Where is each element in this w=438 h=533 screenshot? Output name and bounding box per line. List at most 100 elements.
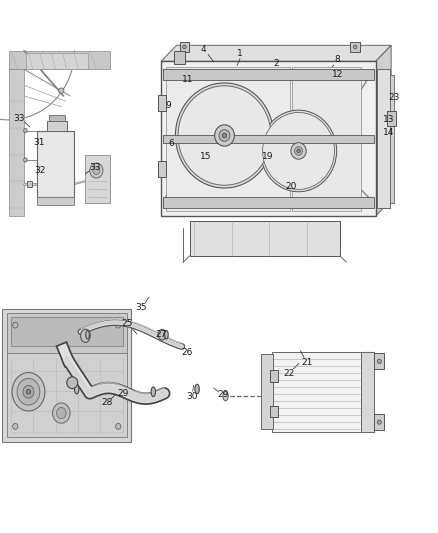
Bar [166,67,290,211]
Bar [180,42,189,52]
Bar [7,313,127,356]
Text: 29: 29 [117,389,129,398]
Bar [37,131,74,197]
Ellipse shape [13,322,18,328]
Ellipse shape [24,128,27,133]
Text: 29: 29 [218,390,229,399]
Ellipse shape [178,86,271,185]
Text: 35: 35 [136,303,147,312]
Text: 33: 33 [90,163,101,172]
Ellipse shape [291,143,306,159]
Bar [158,95,166,111]
Bar [26,53,88,69]
Text: 23: 23 [389,93,400,101]
Text: 19: 19 [262,152,274,161]
Bar [270,406,278,417]
Text: 26: 26 [182,349,193,357]
Text: 14: 14 [383,128,395,136]
Bar [361,352,374,432]
Ellipse shape [353,45,357,49]
Ellipse shape [93,166,100,175]
Bar [9,69,24,216]
Bar [163,197,374,208]
Bar [190,221,340,256]
Bar [261,354,273,429]
Bar [374,353,384,369]
Bar [47,121,67,131]
Ellipse shape [17,378,40,405]
Bar [11,317,123,346]
Text: 13: 13 [383,116,395,124]
Ellipse shape [116,423,121,430]
Bar [163,69,374,80]
Ellipse shape [74,384,79,394]
Ellipse shape [215,125,234,146]
Ellipse shape [377,359,381,364]
Ellipse shape [116,322,121,328]
Text: 20: 20 [285,182,297,190]
Bar [27,181,32,187]
Ellipse shape [59,88,64,93]
Text: 15: 15 [200,152,212,161]
Text: 1: 1 [237,49,243,58]
Bar [390,75,394,203]
Text: 22: 22 [283,369,295,377]
Bar [174,51,185,64]
Bar [37,197,74,205]
Ellipse shape [223,391,228,401]
Ellipse shape [23,385,34,398]
Ellipse shape [57,407,66,419]
Ellipse shape [263,112,335,189]
Bar [9,51,120,216]
Bar [7,353,127,437]
Ellipse shape [176,83,274,188]
Bar [161,61,376,216]
Bar [270,370,278,382]
Ellipse shape [261,110,337,192]
Ellipse shape [158,329,166,340]
Bar [161,61,376,216]
Ellipse shape [295,147,303,155]
Bar [350,42,360,52]
Bar [9,51,110,69]
Ellipse shape [67,377,78,389]
Text: 12: 12 [332,70,343,79]
Text: 28: 28 [101,399,113,407]
Bar [85,155,110,203]
Ellipse shape [13,423,18,430]
Ellipse shape [219,130,230,141]
Text: 32: 32 [35,166,46,174]
Text: 9: 9 [165,101,171,109]
Text: 2: 2 [273,60,279,68]
Bar [158,161,166,177]
Bar [374,414,384,430]
Text: 21: 21 [301,358,312,367]
Ellipse shape [81,329,90,342]
Bar [292,67,361,211]
Text: 25: 25 [122,319,133,328]
Ellipse shape [377,420,381,424]
Bar [387,111,396,126]
Bar [163,135,374,143]
Text: 27: 27 [155,330,167,339]
Polygon shape [161,45,391,61]
Ellipse shape [297,149,300,153]
Text: 11: 11 [182,76,193,84]
Text: 31: 31 [33,138,44,147]
Ellipse shape [223,133,227,138]
Ellipse shape [183,45,186,49]
Ellipse shape [195,384,199,394]
Text: 33: 33 [14,114,25,123]
Bar [272,352,361,432]
Text: 30: 30 [186,392,198,401]
Bar [2,309,131,442]
Ellipse shape [53,403,70,423]
Ellipse shape [165,330,168,339]
Ellipse shape [26,389,31,394]
Polygon shape [376,45,391,216]
Text: 4: 4 [201,45,206,54]
Text: 8: 8 [334,55,340,64]
Ellipse shape [86,330,89,339]
Ellipse shape [90,163,103,178]
Ellipse shape [24,158,27,162]
